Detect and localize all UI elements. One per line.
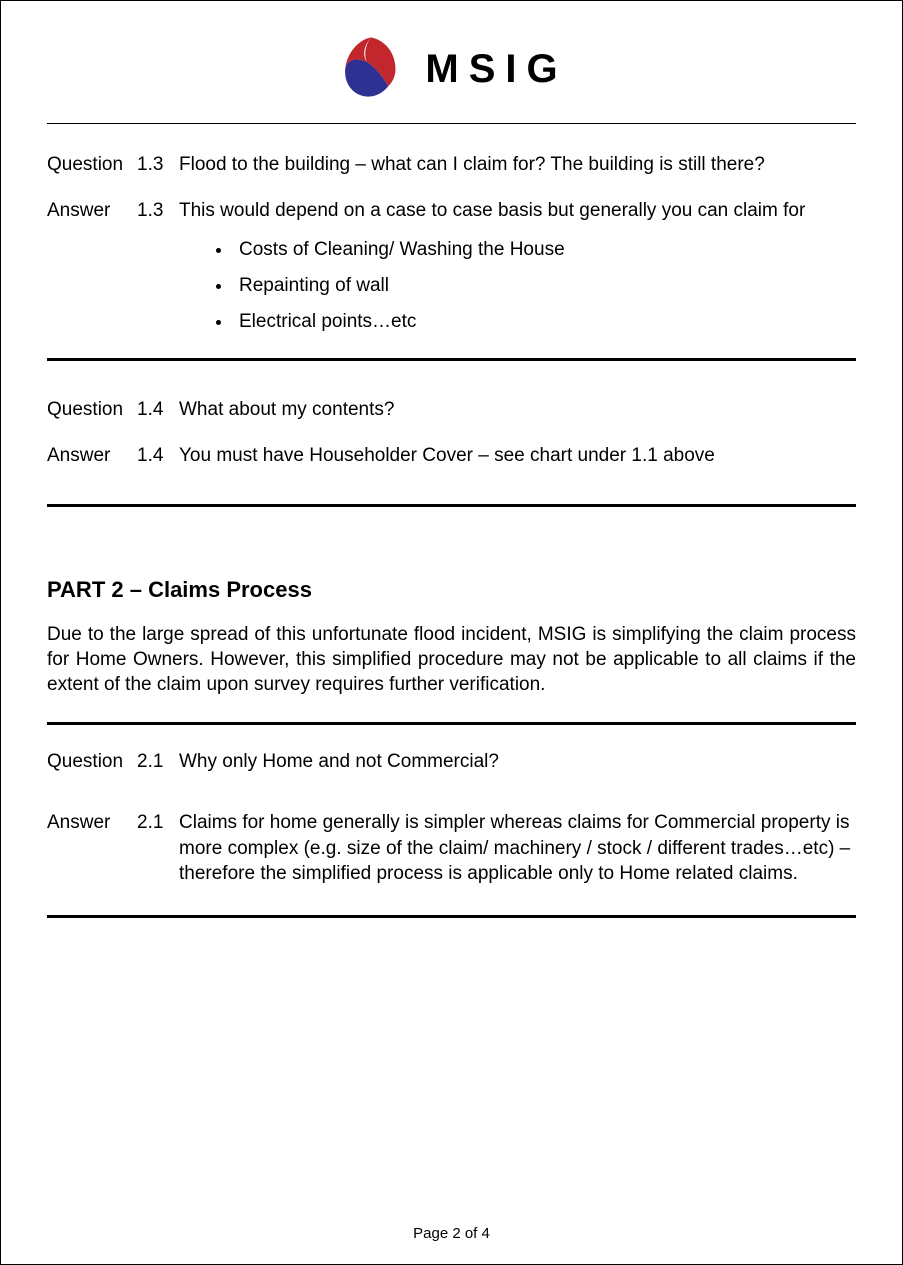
answer-text: This would depend on a case to case basi… [179, 198, 856, 224]
list-item: Costs of Cleaning/ Washing the House [233, 237, 856, 263]
answer-label: Answer [47, 198, 127, 224]
brand-name: MSIG [425, 47, 567, 92]
brand-header: MSIG [47, 33, 856, 105]
part-2-intro: Due to the large spread of this unfortun… [47, 623, 856, 697]
answer-row: Answer 2.1 Claims for home generally is … [47, 810, 856, 887]
answer-row: Answer 1.3 This would depend on a case t… [47, 198, 856, 224]
qa-block-1-4: Question 1.4 What about my contents? Ans… [47, 397, 856, 468]
document-page: MSIG Question 1.3 Flood to the building … [0, 0, 903, 1265]
question-text: What about my contents? [179, 397, 856, 423]
section-divider [47, 915, 856, 918]
answer-text: You must have Householder Cover – see ch… [179, 443, 856, 469]
question-row: Question 2.1 Why only Home and not Comme… [47, 749, 856, 775]
answer-row: Answer 1.4 You must have Householder Cov… [47, 443, 856, 469]
part-2-heading: PART 2 – Claims Process [47, 577, 856, 603]
answer-number: 1.3 [137, 198, 169, 224]
qa-block-2-1: Question 2.1 Why only Home and not Comme… [47, 749, 856, 888]
page-number: Page 2 of 4 [413, 1225, 490, 1242]
question-row: Question 1.4 What about my contents? [47, 397, 856, 423]
answer-bullet-list: Costs of Cleaning/ Washing the House Rep… [179, 237, 856, 334]
qa-block-1-3: Question 1.3 Flood to the building – wha… [47, 152, 856, 344]
question-text: Flood to the building – what can I claim… [179, 152, 856, 178]
question-number: 1.4 [137, 397, 169, 423]
answer-label: Answer [47, 810, 127, 887]
answer-label: Answer [47, 443, 127, 469]
list-item: Electrical points…etc [233, 309, 856, 335]
question-label: Question [47, 749, 127, 775]
msig-logo-icon [335, 33, 407, 105]
question-label: Question [47, 152, 127, 178]
answer-text: Claims for home generally is simpler whe… [179, 810, 856, 887]
list-item: Repainting of wall [233, 273, 856, 299]
question-text: Why only Home and not Commercial? [179, 749, 856, 775]
question-label: Question [47, 397, 127, 423]
question-row: Question 1.3 Flood to the building – wha… [47, 152, 856, 178]
question-number: 2.1 [137, 749, 169, 775]
answer-number: 2.1 [137, 810, 169, 887]
page-footer: Page 2 of 4 [1, 1225, 902, 1242]
answer-number: 1.4 [137, 443, 169, 469]
question-number: 1.3 [137, 152, 169, 178]
